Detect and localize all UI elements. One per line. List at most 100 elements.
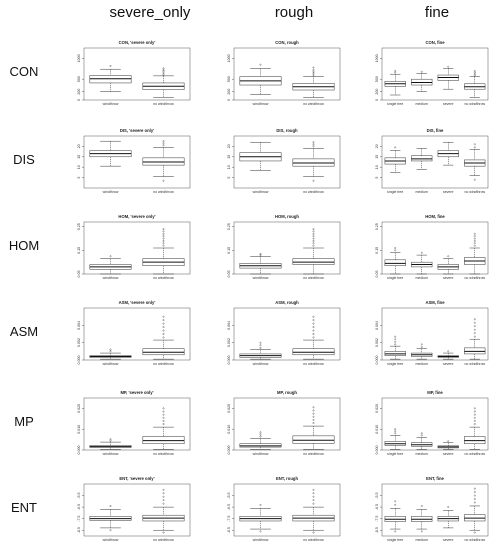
outlier-point (259, 341, 262, 344)
outlier-point (162, 144, 165, 147)
y-tick-label: -5.5 (227, 492, 231, 498)
outlier-point (312, 70, 315, 73)
x-category-label: no windthrow (303, 102, 324, 106)
outlier-point (162, 420, 165, 422)
outlier-point (473, 178, 476, 181)
outlier-point (109, 350, 112, 353)
x-category-label: single tree (387, 538, 403, 542)
y-tick-label: 200 (77, 89, 81, 95)
x-category-label: single tree (387, 190, 403, 194)
box-windthrow (239, 141, 282, 171)
outlier-point (312, 66, 315, 69)
outlier-point (162, 232, 165, 235)
plot-frame (233, 307, 341, 361)
outlier-point (312, 319, 315, 322)
outlier-point (162, 240, 165, 242)
outlier-point (473, 232, 476, 235)
panel-title: ASM, 'severe only' (119, 300, 156, 305)
row-header-3: ASM (9, 324, 39, 339)
panel-title: ENT, 'severe only' (119, 476, 154, 481)
outlier-point (473, 240, 476, 242)
outlier-point (312, 412, 315, 415)
outlier-point (394, 500, 397, 503)
row-header-5: ENT (11, 500, 37, 515)
outlier-point (162, 142, 165, 145)
boxplot-panel-mp-severe-only: MP, 'severe only' 0.000 0.010 0.020 windthro… (77, 390, 191, 456)
outlier-point (473, 335, 476, 338)
y-tick-label: 1000 (227, 54, 231, 62)
iqr-box (292, 158, 335, 167)
y-tick-label: -8.5 (77, 527, 81, 533)
plot-frame (381, 47, 489, 101)
x-category-label: windthrow (253, 362, 269, 366)
x-category-label: single tree (387, 102, 403, 106)
outlier-point (162, 499, 165, 502)
x-category-label: severe (443, 452, 454, 456)
box-windthrow (239, 253, 282, 275)
box-windthrow (239, 63, 282, 95)
outlier-point (420, 346, 423, 348)
outlier-point (473, 73, 476, 76)
y-tick-label: -6.5 (77, 504, 81, 510)
box-no-windthrow (292, 141, 335, 182)
box-severe (437, 255, 459, 275)
y-tick-label: 5 (227, 177, 231, 179)
outlier-point (162, 242, 165, 245)
plot-frame (83, 221, 191, 275)
box-medium (411, 343, 433, 360)
outlier-point (162, 235, 165, 238)
y-tick-label: 0.000 (375, 356, 379, 365)
outlier-point (162, 495, 165, 498)
y-tick-label: 0.000 (227, 446, 231, 455)
outlier-point (312, 329, 315, 332)
y-tick-label: 500 (227, 76, 231, 82)
box-no-windthrow (142, 140, 185, 182)
outlier-point (394, 432, 397, 435)
outlier-point (312, 531, 315, 534)
box-medium (411, 70, 433, 92)
outlier-point (162, 488, 165, 491)
outlier-point (162, 416, 165, 419)
x-category-label: no windthrow (153, 102, 174, 106)
plot-frame (381, 483, 489, 537)
outlier-point (473, 71, 476, 74)
plot-frame (233, 483, 341, 537)
y-tick-label: 5 (77, 177, 81, 179)
outlier-point (420, 70, 423, 73)
box-severe (437, 141, 459, 166)
outlier-point (259, 431, 262, 434)
outlier-point (259, 433, 262, 436)
outlier-point (420, 434, 423, 437)
x-category-label: windthrow (253, 190, 269, 194)
x-category-label: no windthrow (464, 102, 485, 106)
panel-title: HOM, rough (275, 214, 299, 219)
y-tick-label: 10 (227, 165, 231, 169)
outlier-point (312, 502, 315, 505)
outlier-point (312, 422, 315, 424)
box-no-windthrow (292, 488, 335, 534)
y-tick-label: 15 (77, 155, 81, 159)
y-tick-label: 200 (227, 89, 231, 95)
x-category-label: single tree (387, 276, 403, 280)
outlier-point (162, 69, 165, 71)
panel-title: MP, 'severe only' (120, 390, 153, 395)
boxplot-panel-dis-fine: DIS, fine 5 10 15 20 single tree medium severe n… (375, 128, 489, 194)
outlier-point (312, 333, 315, 335)
x-category-label: no windthrow (303, 276, 324, 280)
y-tick-label: 0 (227, 99, 231, 101)
box-windthrow (239, 503, 282, 533)
outlier-point (259, 344, 262, 347)
boxplot-panel-asm-rough: ASM, rough 0.000 0.002 0.004 windthrow no win… (227, 300, 341, 366)
box-medium (411, 251, 433, 275)
boxplot-panel-asm-severe-only: ASM, 'severe only' 0.000 0.002 0.004 windthr… (77, 300, 191, 366)
y-tick-label: -8.5 (375, 527, 379, 533)
outlier-point (312, 418, 315, 421)
boxplot-panel-mp-rough: MP, rough 0.000 0.010 0.020 windthrow no wind… (227, 390, 341, 456)
y-tick-label: 0.25 (77, 223, 81, 230)
y-tick-label: 10 (77, 165, 81, 169)
panel-title: CON, 'severe only' (119, 40, 156, 45)
y-tick-label: 0.004 (77, 321, 81, 330)
outlier-point (473, 494, 476, 497)
x-category-label: severe (443, 102, 454, 106)
